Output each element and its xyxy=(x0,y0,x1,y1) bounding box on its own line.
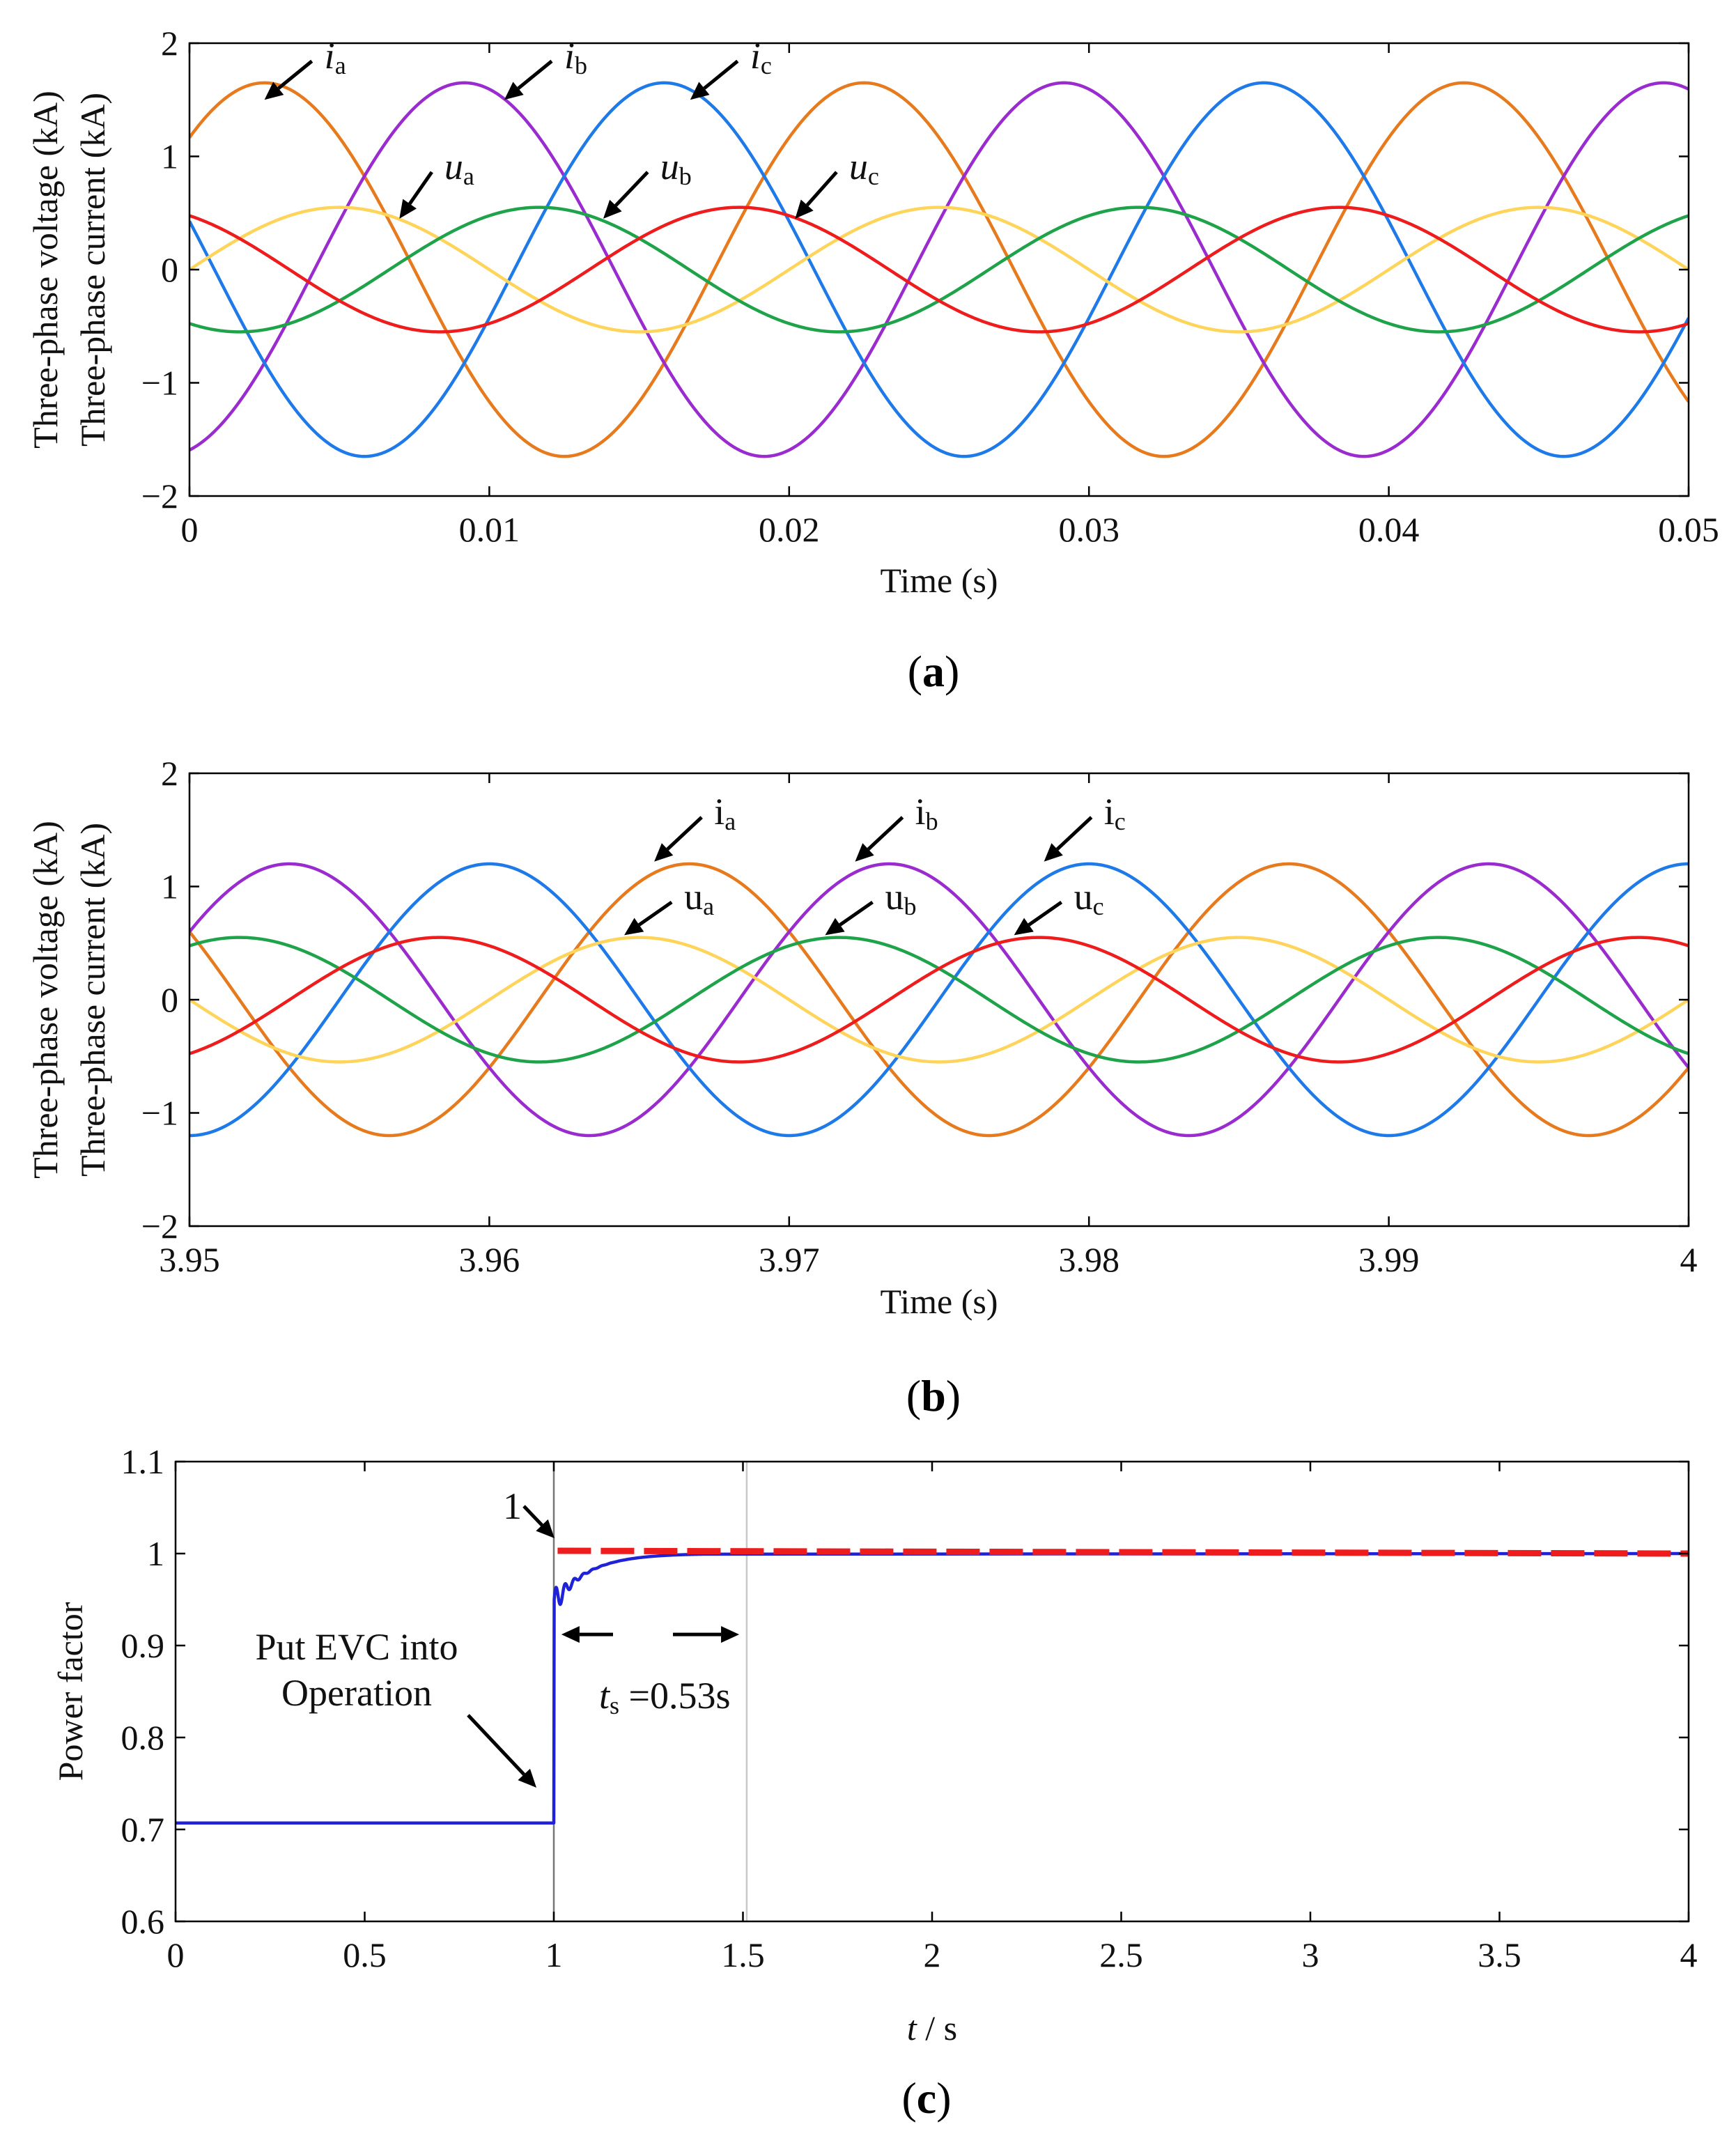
y-axis-title: Three-phase current (kA) xyxy=(73,823,112,1177)
annotation-operation-arrow xyxy=(467,1714,536,1788)
series-ib xyxy=(189,81,1689,458)
x-tick-label: 1.5 xyxy=(721,1935,765,1974)
x-tick-label: 4 xyxy=(1680,1240,1698,1279)
plot-area xyxy=(189,81,1689,458)
panel-caption: (b) xyxy=(906,1371,961,1420)
y-tick-label: 1.1 xyxy=(121,1442,165,1481)
settling-arrow-left xyxy=(561,1626,613,1643)
series-reference xyxy=(557,1547,1689,1557)
annotation-arrow-ua xyxy=(624,900,673,936)
chart-a: 0 0.01 0.02 0.03 0.04 0.05 −2 −1 0 1 2 Three-phase … xyxy=(26,24,1719,696)
plot-area xyxy=(189,862,1689,1138)
x-axis-title: Time (s) xyxy=(880,561,998,600)
series-ia xyxy=(189,81,1689,458)
x-tick-label: 3.96 xyxy=(459,1240,520,1279)
panel-caption: (a) xyxy=(908,647,960,696)
x-tick-label: 0.5 xyxy=(343,1935,387,1974)
x-tick-label: 0.03 xyxy=(1058,510,1119,549)
y-tick-label: 0.6 xyxy=(121,1902,165,1941)
y-axis-title: Three-phase voltage (kA) xyxy=(26,821,65,1179)
series-ic xyxy=(189,862,1689,1138)
x-tick-label: 0.02 xyxy=(759,510,820,549)
series-uc xyxy=(189,936,1689,1064)
y-axis-title: Three-phase voltage (kA) xyxy=(26,91,65,449)
series-uc xyxy=(189,206,1689,334)
x-tick-label: 0 xyxy=(181,510,199,549)
x-tick-label: 3 xyxy=(1302,1935,1319,1974)
y-tick-label: 0 xyxy=(161,250,178,289)
annotation-ua: ua xyxy=(444,146,474,190)
y-axis-title: Three-phase current (kA) xyxy=(73,93,112,447)
annotation-arrow-ia xyxy=(654,816,703,862)
y-tick-label: −1 xyxy=(141,1094,178,1133)
y-tick-label: 0.8 xyxy=(121,1718,165,1757)
annotation-one-arrow xyxy=(522,1505,555,1538)
y-tick-label: 1 xyxy=(161,867,178,906)
annotation-arrow-uc xyxy=(795,171,838,219)
x-axis-title: t / s xyxy=(907,2008,957,2047)
y-tick-label: −2 xyxy=(141,1207,178,1246)
x-tick-label: 2.5 xyxy=(1099,1935,1143,1974)
annotation-ua: ua xyxy=(684,876,714,920)
annotation-settling-time: ts =0.53s xyxy=(599,1675,731,1719)
series-ia xyxy=(189,862,1689,1138)
x-tick-label: 3.98 xyxy=(1058,1240,1119,1279)
annotation-operation-line1: Put EVC into xyxy=(255,1626,458,1668)
annotation-arrow-ic xyxy=(690,59,739,100)
annotation-arrow-ib xyxy=(504,59,553,100)
x-tick-label: 3.95 xyxy=(159,1240,220,1279)
annotation-ic: ic xyxy=(750,35,772,79)
chart-b: 3.95 3.96 3.97 3.98 3.99 4 −2 −1 0 1 2 Three-phase … xyxy=(26,754,1698,1420)
y-tick-label: 1 xyxy=(147,1534,164,1573)
x-tick-label: 3.97 xyxy=(759,1240,820,1279)
y-tick-label: −1 xyxy=(141,364,178,403)
x-axis-title: Time (s) xyxy=(880,1282,998,1321)
x-tick-label: 0.04 xyxy=(1358,510,1420,549)
settling-arrow-right xyxy=(673,1626,740,1643)
annotation-operation-line2: Operation xyxy=(281,1672,432,1714)
annotation-ic: ic xyxy=(1104,791,1126,835)
series-ib xyxy=(189,862,1689,1138)
y-tick-label: −2 xyxy=(141,477,178,516)
x-tick-label: 0 xyxy=(167,1935,185,1974)
series-power-factor xyxy=(176,1551,1689,1825)
annotation-ia: ia xyxy=(325,35,346,79)
annotation-arrow-ic xyxy=(1044,816,1093,862)
x-tick-label: 0.01 xyxy=(459,510,520,549)
annotation-ub: ub xyxy=(885,876,917,920)
y-tick-label: 0.9 xyxy=(121,1626,165,1665)
plot-area xyxy=(176,1547,1689,1825)
annotation-ib: ib xyxy=(915,791,938,835)
annotation-arrow-uc xyxy=(1014,900,1063,936)
annotation-ia: ia xyxy=(714,791,736,835)
y-tick-label: 2 xyxy=(161,754,178,793)
x-tick-label: 4 xyxy=(1680,1935,1698,1974)
annotation-uc: uc xyxy=(849,146,879,190)
y-axis-title: Power factor xyxy=(51,1602,90,1781)
annotation-arrow-ub xyxy=(603,171,649,219)
annotation-arrow-ub xyxy=(825,900,874,936)
annotation-uc: uc xyxy=(1074,876,1104,920)
x-tick-label: 3.5 xyxy=(1478,1935,1521,1974)
panel-caption: (c) xyxy=(901,2073,951,2123)
y-tick-label: 1 xyxy=(161,137,178,176)
annotation-arrow-ua xyxy=(399,171,433,219)
annotation-ub: ub xyxy=(660,146,692,190)
x-tick-label: 1 xyxy=(545,1935,563,1974)
annotation-one: 1 xyxy=(503,1485,522,1527)
x-tick-label: 0.05 xyxy=(1658,510,1719,549)
series-ic xyxy=(189,81,1689,458)
annotation-arrow-ia xyxy=(264,59,313,100)
y-tick-label: 0 xyxy=(161,980,178,1019)
chart-c: 0 0.5 1 1.5 2 2.5 3 3.5 4 0.6 0.7 0.8 0.9 1 1.1 Power f… xyxy=(51,1442,1698,2123)
y-tick-label: 0.7 xyxy=(121,1810,165,1849)
annotation-ib: ib xyxy=(564,35,587,79)
annotation-arrow-ib xyxy=(855,816,904,862)
x-tick-label: 2 xyxy=(924,1935,941,1974)
y-tick-label: 2 xyxy=(161,24,178,63)
x-tick-label: 3.99 xyxy=(1358,1240,1420,1279)
